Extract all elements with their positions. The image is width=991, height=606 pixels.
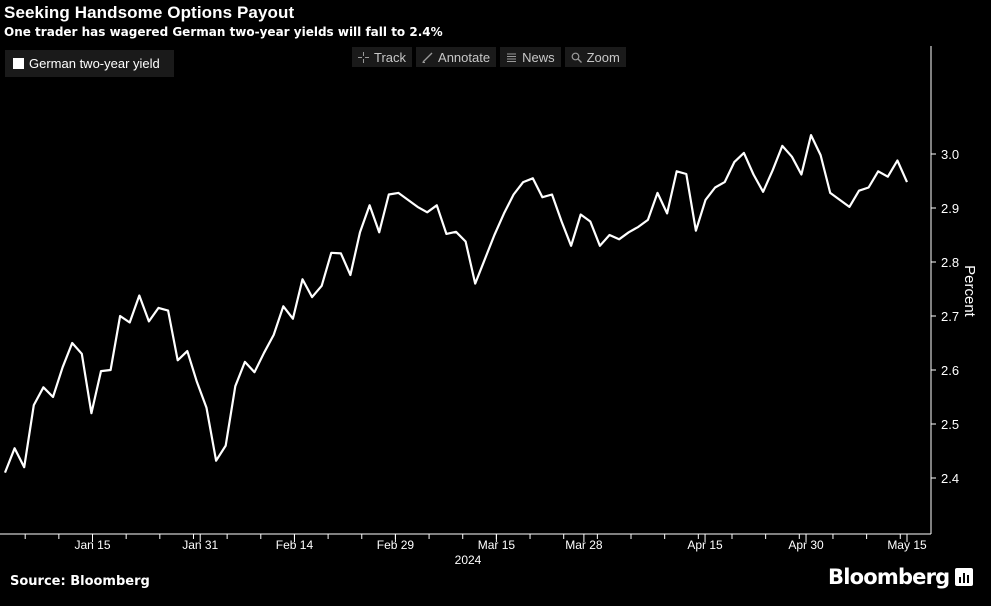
x-tick-label: Apr 30: [788, 538, 824, 552]
x-tick-label: Mar 28: [565, 538, 603, 552]
source-note: Source: Bloomberg: [10, 574, 150, 589]
track-button[interactable]: Track: [352, 47, 413, 67]
crosshair-icon: [358, 51, 369, 63]
news-icon: [507, 53, 517, 62]
chart-title: Seeking Handsome Options Payout: [4, 3, 295, 22]
series-line: [3, 134, 909, 474]
x-tick-label: Jan 31: [182, 538, 218, 552]
legend-label: German two-year yield: [29, 56, 160, 71]
x-axis-label: 2024: [455, 553, 482, 567]
zoom-button[interactable]: Zoom: [564, 47, 626, 67]
x-tick-label: Feb 29: [377, 538, 415, 552]
series-group: [3, 134, 909, 474]
x-axis-ticks: Jan 15 Jan 31 Feb 14 Feb 29 Mar 15 Mar 28 Apr …: [24, 534, 927, 552]
x-tick-label: Jan 15: [74, 538, 110, 552]
annotate-label: Annotate: [438, 49, 491, 65]
chart-subtitle: One trader has wagered German two-year y…: [4, 25, 443, 39]
y-axis-ticks: 2.4 2.5 2.6 2.7 2.8 2.9 3.0: [931, 147, 959, 486]
axes: [0, 46, 932, 535]
y-axis-label: Percent: [961, 265, 978, 318]
news-button[interactable]: News: [500, 47, 561, 67]
legend-box: [5, 50, 174, 77]
annotate-button[interactable]: Annotate: [416, 47, 497, 67]
bloomberg-terminal-icon: [955, 568, 974, 586]
y-tick-label: 3.0: [941, 147, 959, 162]
y-tick-label: 2.8: [941, 255, 959, 270]
track-label: Track: [374, 49, 407, 65]
x-tick-label: Mar 15: [478, 538, 516, 552]
y-tick-label: 2.7: [941, 309, 959, 324]
news-label: News: [522, 49, 555, 65]
magnifier-icon: [571, 52, 582, 63]
x-tick-label: Feb 14: [276, 538, 314, 552]
legend: German two-year yield: [5, 50, 174, 77]
x-tick-label: May 15: [887, 538, 927, 552]
y-tick-label: 2.5: [941, 417, 959, 432]
brand-wordmark: Bloomberg: [828, 565, 950, 589]
chart-toolbar: Track Annotate News Zoom: [352, 47, 626, 67]
y-tick-label: 2.6: [941, 363, 959, 378]
pencil-icon: [422, 52, 433, 63]
legend-swatch: [13, 58, 24, 69]
y-tick-label: 2.4: [941, 471, 959, 486]
zoom-label: Zoom: [586, 49, 620, 65]
bloomberg-logo: Bloomberg: [828, 565, 974, 589]
x-tick-label: Apr 15: [687, 538, 723, 552]
y-tick-label: 2.9: [941, 201, 959, 216]
